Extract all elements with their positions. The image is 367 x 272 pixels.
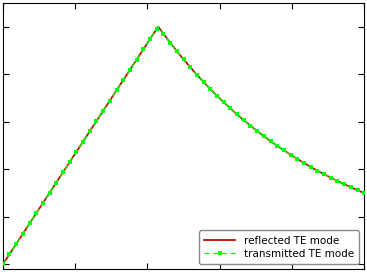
Legend: reflected TE mode, transmitted TE mode: reflected TE mode, transmitted TE mode [199,230,359,264]
